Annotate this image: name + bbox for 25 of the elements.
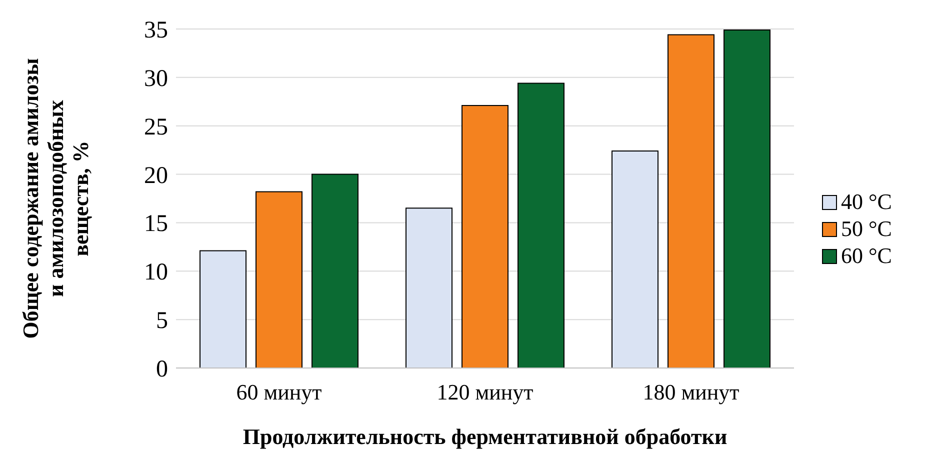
bar [406, 208, 452, 368]
bar [612, 150, 658, 368]
y-tick-label: 35 [144, 18, 168, 44]
y-tick-label: 10 [144, 260, 168, 286]
legend-label: 60 °C [841, 243, 892, 269]
bar [518, 82, 564, 368]
y-tick-label: 15 [144, 211, 168, 238]
x-tick-label: 60 минут [236, 380, 322, 405]
x-tick-label: 120 минут [436, 380, 534, 405]
bar [312, 174, 358, 368]
y-tick-label: 5 [156, 308, 168, 334]
y-tick-label: 25 [144, 114, 168, 140]
bar [462, 105, 508, 368]
bar [256, 191, 302, 368]
bar [724, 29, 770, 368]
y-tick-label: 30 [144, 66, 168, 92]
legend-label: 40 °C [841, 189, 892, 215]
y-tick-label: 20 [144, 162, 168, 189]
bar [200, 250, 246, 368]
bar [668, 34, 714, 368]
x-tick-label: 180 минут [642, 380, 740, 405]
legend-label: 50 °C [841, 216, 892, 242]
y-axis-title: Общее содержание амилозы и амилозоподобных веществ, % [18, 58, 93, 339]
y-tick-label: 0 [156, 356, 168, 383]
x-axis-title: Продолжительность ферментативной обработки [242, 424, 728, 449]
